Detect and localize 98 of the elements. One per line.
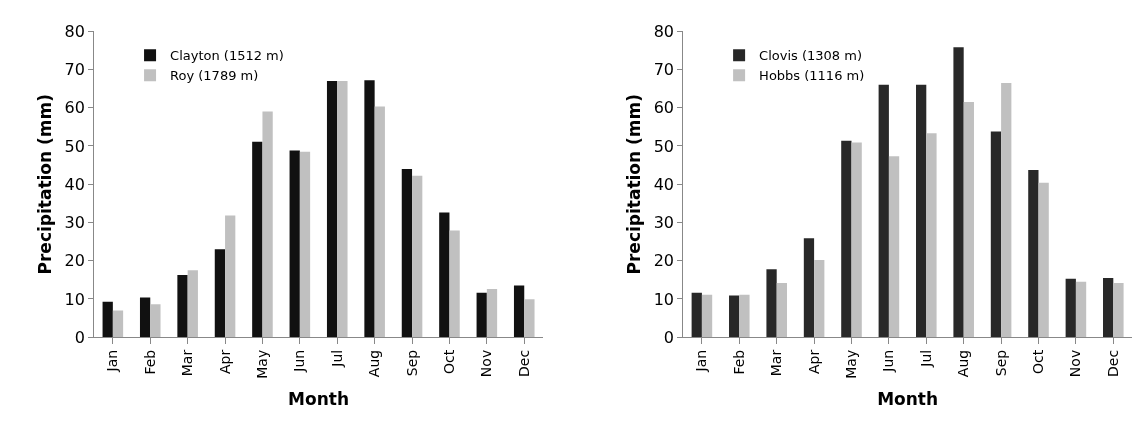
- x-tick-label: May: [843, 349, 860, 379]
- bar: [177, 274, 188, 338]
- bar: [691, 292, 702, 338]
- bar: [252, 141, 263, 338]
- x-tick-label: Apr: [216, 349, 233, 375]
- bar: [150, 304, 161, 338]
- y-axis-title: Precipitation (mm): [624, 93, 645, 275]
- y-tick-label: 20: [653, 251, 674, 271]
- y-tick-label: 60: [64, 98, 85, 118]
- bar: [729, 295, 740, 338]
- bar: [1113, 282, 1124, 338]
- x-tick-label: Dec: [1104, 349, 1121, 377]
- x-tick-label: Nov: [478, 349, 495, 378]
- bar: [326, 80, 338, 338]
- bar: [214, 249, 226, 338]
- bar: [364, 80, 375, 338]
- bar: [888, 156, 900, 338]
- bar: [187, 270, 198, 338]
- y-tick-label: 30: [653, 213, 674, 233]
- legend-label: Hobbs (1116 m): [759, 68, 865, 84]
- y-tick-label: 0: [663, 327, 674, 347]
- bar: [439, 212, 450, 338]
- bar: [1038, 182, 1049, 338]
- bar: [1001, 82, 1012, 338]
- bar: [112, 310, 124, 338]
- x-tick-label: Dec: [515, 349, 532, 377]
- bar: [289, 150, 300, 338]
- bar: [1028, 170, 1039, 338]
- bar: [953, 47, 964, 338]
- bar: [401, 168, 413, 338]
- bar: [299, 151, 311, 338]
- bar: [878, 84, 889, 338]
- bar: [851, 142, 862, 338]
- x-tick-label: Jul: [328, 349, 345, 368]
- x-tick-label: Nov: [1067, 349, 1084, 378]
- x-tick-label: May: [254, 349, 270, 379]
- bar: [262, 111, 273, 338]
- x-tick-label: Feb: [730, 349, 747, 375]
- x-axis-title: Month: [288, 389, 350, 410]
- y-tick-label: 70: [653, 60, 674, 80]
- x-tick-label: Mar: [179, 349, 196, 377]
- bar: [476, 292, 487, 338]
- y-tick-label: 20: [64, 251, 85, 271]
- x-axis-title: Month: [877, 389, 939, 410]
- bar: [337, 80, 348, 338]
- bar: [963, 102, 974, 338]
- x-tick-label: Sep: [992, 349, 1009, 377]
- bar: [513, 285, 525, 338]
- legend-label: Roy (1789 m): [170, 68, 259, 84]
- bar: [701, 294, 713, 338]
- y-tick-label: 10: [64, 289, 85, 309]
- x-tick-label: Apr: [805, 349, 822, 375]
- x-tick-label: Mar: [768, 349, 785, 377]
- x-tick-label: Jan: [104, 349, 121, 373]
- y-tick-label: 50: [64, 136, 85, 156]
- y-tick-label: 80: [64, 21, 85, 41]
- x-tick-label: Oct: [441, 349, 457, 375]
- bar: [841, 140, 852, 338]
- bar: [766, 269, 777, 338]
- y-tick-label: 80: [653, 21, 674, 41]
- x-tick-label: Oct: [1030, 349, 1047, 375]
- bar: [739, 294, 750, 338]
- bar: [916, 84, 927, 338]
- y-axis-title: Precipitation (mm): [35, 93, 56, 275]
- y-tick-label: 70: [64, 60, 85, 80]
- x-tick-label: Aug: [955, 349, 972, 378]
- bar: [1075, 281, 1087, 338]
- bar: [1103, 277, 1114, 338]
- bar: [486, 289, 498, 338]
- y-tick-label: 10: [653, 289, 674, 309]
- bar: [412, 175, 423, 338]
- bar: [139, 297, 151, 338]
- y-tick-label: 0: [74, 327, 85, 347]
- x-tick-label: Jun: [880, 349, 897, 373]
- x-tick-label: Jun: [291, 349, 308, 373]
- bar: [990, 131, 1002, 338]
- bar: [803, 238, 815, 338]
- bar: [776, 282, 787, 338]
- y-tick-label: 40: [653, 174, 674, 194]
- y-tick-label: 30: [64, 213, 85, 233]
- y-tick-label: 60: [653, 98, 674, 118]
- legend-label: Clayton (1512 m): [170, 48, 284, 64]
- bar: [814, 259, 825, 338]
- x-tick-label: Jul: [917, 349, 934, 368]
- y-tick-label: 40: [64, 174, 85, 194]
- bar: [374, 106, 385, 338]
- bar: [225, 215, 236, 338]
- bar: [524, 299, 535, 338]
- legend-label: Clovis (1308 m): [759, 48, 862, 64]
- y-tick-label: 50: [653, 136, 674, 156]
- x-tick-label: Sep: [403, 349, 420, 377]
- bar: [102, 301, 113, 338]
- bar: [449, 230, 460, 338]
- x-tick-label: Aug: [366, 349, 383, 378]
- x-tick-label: Feb: [141, 349, 158, 375]
- x-tick-label: Jan: [693, 349, 710, 373]
- bar: [1065, 278, 1076, 338]
- bar: [926, 133, 937, 338]
